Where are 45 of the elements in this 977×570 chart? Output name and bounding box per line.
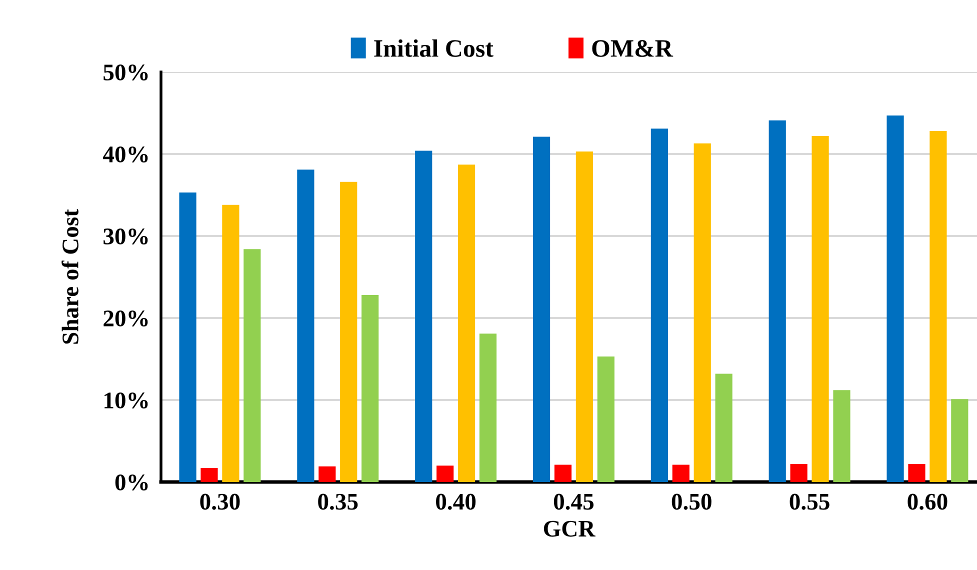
y-tick-label: 20%	[104, 310, 148, 326]
bar	[886, 115, 904, 482]
bar	[650, 128, 668, 482]
bar	[554, 464, 572, 482]
y-tick-label: 0%	[115, 474, 148, 490]
bar	[715, 374, 732, 482]
bar	[415, 150, 432, 482]
bar	[436, 466, 454, 482]
bar	[362, 295, 379, 482]
bar	[297, 170, 314, 482]
bar	[222, 204, 240, 482]
bar	[532, 136, 550, 482]
x-tick-label: 0.60	[908, 494, 948, 510]
bar	[179, 192, 196, 482]
y-axis-title: Share of Cost	[62, 209, 78, 344]
y-tick-label: 10%	[104, 392, 148, 408]
x-tick-label: 0.40	[436, 494, 476, 510]
legend-label: OM&R	[592, 40, 674, 57]
x-tick-label: 0.55	[790, 494, 830, 510]
bar	[768, 120, 786, 482]
bar	[200, 468, 218, 482]
bar	[576, 152, 593, 482]
y-tick-label: 40%	[102, 146, 148, 162]
x-tick-label: 0.30	[200, 494, 240, 510]
bar	[930, 131, 947, 482]
x-tick-label: 0.35	[318, 494, 358, 510]
bar	[244, 249, 261, 482]
bar	[672, 464, 690, 482]
bar	[812, 136, 829, 482]
bar	[908, 464, 926, 482]
legend-label: Initial Cost	[374, 39, 494, 57]
bar	[597, 356, 614, 482]
bar	[479, 334, 497, 482]
y-tick-label: 50%	[104, 64, 148, 80]
bar	[951, 399, 968, 482]
bar	[318, 466, 336, 482]
bar	[458, 164, 476, 482]
x-axis-title: GCR	[544, 520, 596, 537]
bar	[340, 182, 358, 482]
x-tick-label: 0.50	[672, 494, 712, 510]
x-tick-label: 0.45	[554, 494, 594, 510]
y-tick-label: 30%	[104, 228, 148, 244]
bar	[833, 390, 850, 482]
bar	[694, 143, 711, 482]
bar	[790, 464, 808, 482]
